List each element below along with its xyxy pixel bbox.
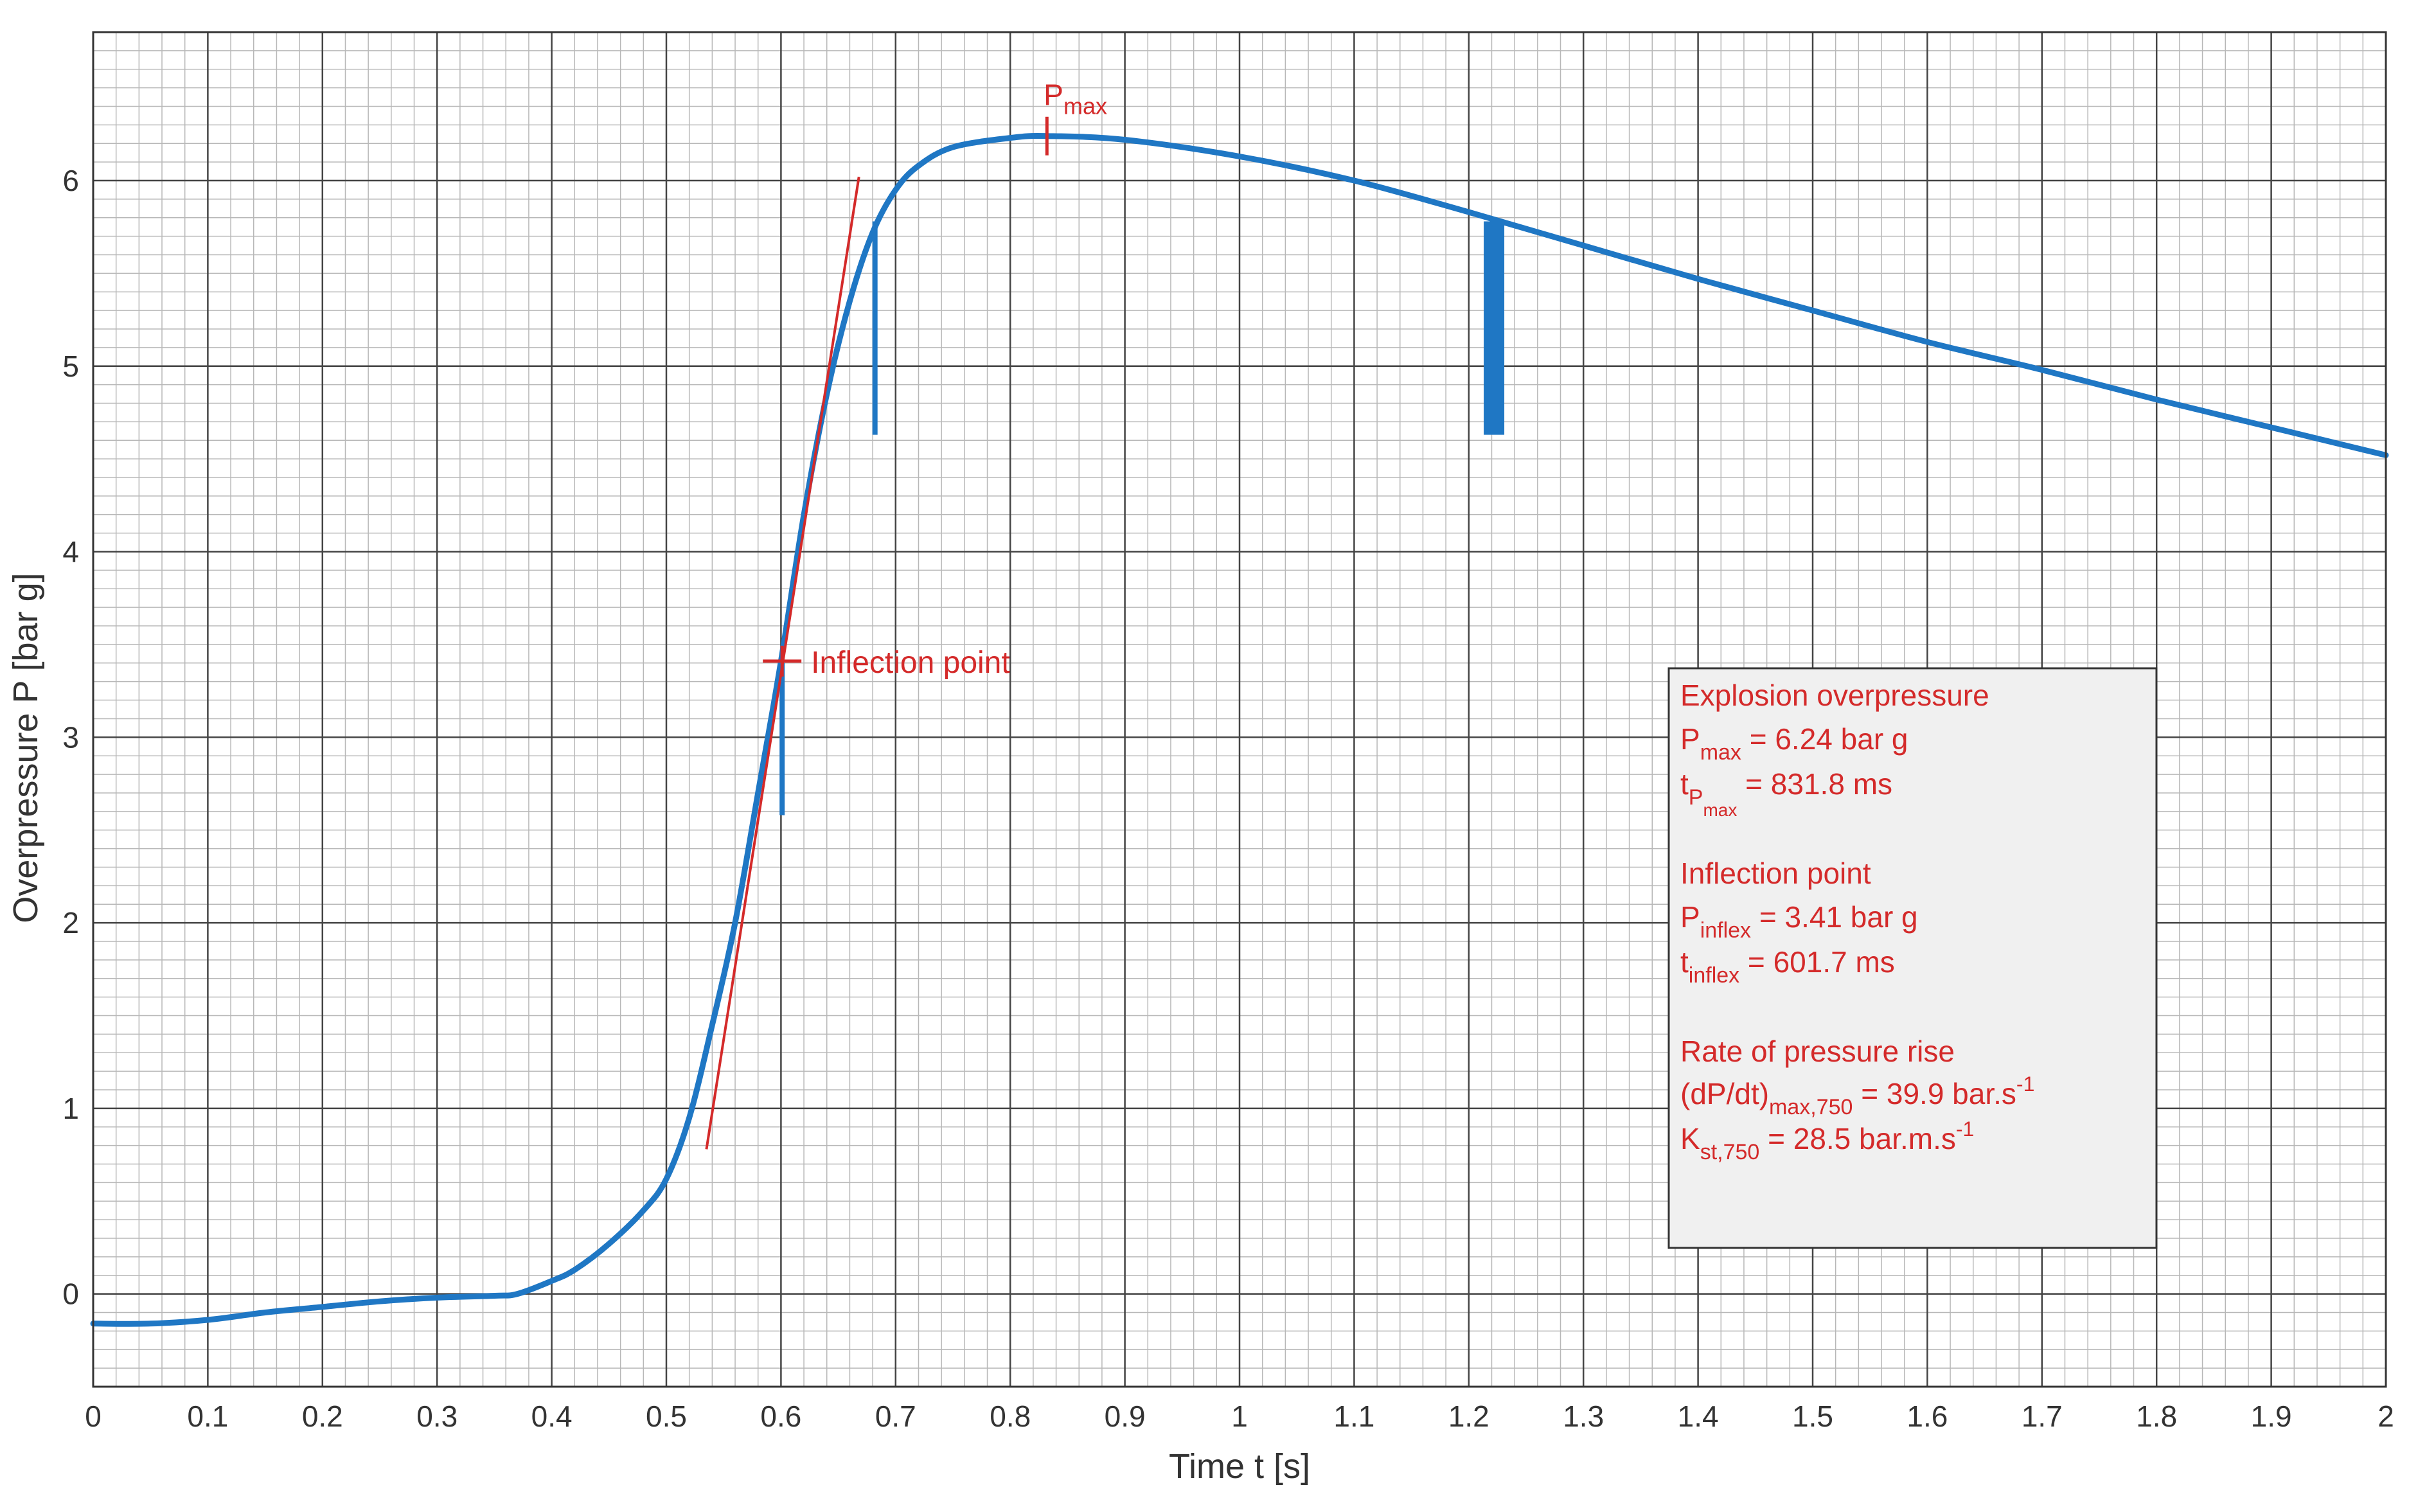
- info-main: P: [1680, 900, 1700, 934]
- x-tick-label: 1.8: [2136, 1400, 2177, 1433]
- series-layer: [90, 133, 2389, 1327]
- info-main: t: [1680, 767, 1689, 801]
- tick-labels: 0 0.1 0.2 0.3 0.4 0.5 0.6 0.7 0.8 0.9 1 1.1 1.2 1.3 1.…: [62, 164, 2394, 1433]
- y-tick-label: 3: [62, 720, 79, 754]
- x-tick-label: 1.5: [1792, 1400, 1833, 1433]
- x-tick-label: 0.4: [531, 1400, 573, 1433]
- x-tick-label: 0.9: [1105, 1400, 1146, 1433]
- y-tick-label: 1: [62, 1092, 79, 1125]
- info-box-line: Inflection point: [1680, 857, 1871, 890]
- pressure-curve: [90, 133, 2389, 1327]
- info-box-line: tinflex = 601.7 ms: [1680, 945, 1895, 988]
- y-tick-label: 4: [62, 535, 79, 569]
- info-sup: -1: [2016, 1072, 2034, 1096]
- info-sup: -1: [1956, 1117, 1974, 1141]
- info-sub: inflex: [1700, 918, 1751, 943]
- info-main: t: [1680, 945, 1689, 979]
- info-tail: = 6.24 bar g: [1741, 722, 1908, 756]
- info-main: Inflection point: [1680, 857, 1871, 890]
- y-tick-label: 2: [62, 906, 79, 939]
- x-tick-label: 1.6: [1907, 1400, 1948, 1433]
- x-tick-label: 0.6: [760, 1400, 801, 1433]
- info-sub: max: [1700, 740, 1741, 765]
- x-tick-label: 0.5: [646, 1400, 687, 1433]
- info-box-background: [1667, 667, 2158, 1249]
- info-box-line: Kst,750 = 28.5 bar.m.s-1: [1680, 1117, 1974, 1164]
- x-tick-label: 1.1: [1333, 1400, 1374, 1433]
- info-main: P: [1680, 722, 1700, 756]
- x-tick-label: 1.7: [2022, 1400, 2063, 1433]
- y-tick-label: 5: [62, 350, 79, 383]
- info-main: K: [1680, 1122, 1700, 1155]
- x-tick-label: 2: [2378, 1400, 2394, 1433]
- info-box-line: Rate of pressure rise: [1680, 1035, 1955, 1068]
- x-tick-label: 1.9: [2251, 1400, 2292, 1433]
- pmax-label: Pmax: [1044, 78, 1107, 120]
- info-main: (dP/dt): [1680, 1077, 1769, 1110]
- info-box-line: tPmax = 831.8 ms: [1680, 767, 1892, 820]
- x-tick-label: 1: [1231, 1400, 1248, 1433]
- info-sub: inflex: [1689, 963, 1739, 988]
- x-tick-label: 0.1: [187, 1400, 228, 1433]
- info-main: Rate of pressure rise: [1680, 1035, 1955, 1068]
- y-tick-label: 6: [62, 164, 79, 197]
- x-tick-label: 0.2: [302, 1400, 343, 1433]
- y-tick-label: 0: [62, 1277, 79, 1311]
- info-tail: = 28.5 bar.m.s: [1759, 1122, 1956, 1155]
- x-tick-label: 0.7: [875, 1400, 916, 1433]
- info-sub: st,750: [1700, 1140, 1760, 1164]
- x-axis-title: Time t [s]: [1169, 1447, 1310, 1486]
- info-box-line: Pmax = 6.24 bar g: [1680, 722, 1908, 765]
- y-axis-title: Overpressure P [bar g]: [6, 573, 45, 923]
- x-tick-label: 1.4: [1678, 1400, 1719, 1433]
- info-sub: P: [1689, 785, 1703, 810]
- plot-frame: [92, 31, 2387, 1388]
- pmax-label-main: P: [1044, 78, 1063, 112]
- info-subsub: max: [1703, 800, 1737, 820]
- info-main: Explosion overpressure: [1680, 679, 1989, 712]
- info-sub: max,750: [1769, 1095, 1853, 1119]
- annotation-layer: [705, 116, 1049, 1150]
- info-tail: = 601.7 ms: [1739, 945, 1895, 979]
- x-tick-label: 1.3: [1563, 1400, 1604, 1433]
- info-tail: = 39.9 bar.s: [1853, 1077, 2016, 1110]
- x-tick-label: 0.8: [990, 1400, 1031, 1433]
- info-box-line: (dP/dt)max,750 = 39.9 bar.s-1: [1680, 1072, 2034, 1119]
- info-tail: = 3.41 bar g: [1751, 900, 1918, 934]
- info-box-line: Pinflex = 3.41 bar g: [1680, 900, 1918, 943]
- x-tick-label: 0: [85, 1400, 102, 1433]
- pmax-label-sub: max: [1063, 93, 1107, 120]
- x-tick-label: 1.2: [1448, 1400, 1489, 1433]
- x-tick-label: 0.3: [416, 1400, 458, 1433]
- inflection-point-label: Inflection point: [811, 646, 1010, 680]
- info-box-line: Explosion overpressure: [1680, 679, 1989, 712]
- info-tail: = 831.8 ms: [1737, 767, 1892, 801]
